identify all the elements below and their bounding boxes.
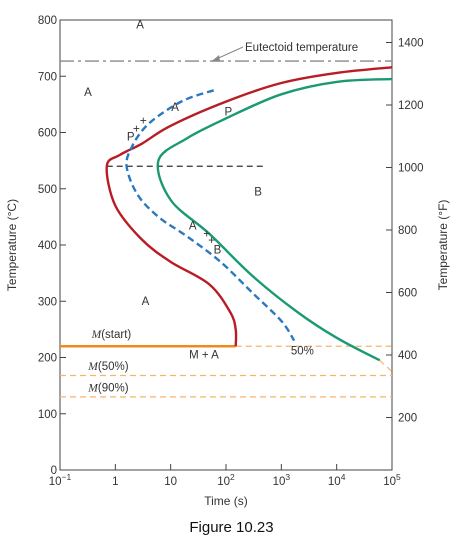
x-tick-base: 10 xyxy=(273,476,286,488)
y-tick-label: 0 xyxy=(51,465,57,477)
y-tick-label: 300 xyxy=(38,296,57,308)
y-tick-label: 200 xyxy=(38,353,57,365)
x-tick-exponent: 5 xyxy=(396,472,401,482)
x-tick-exponent: 2 xyxy=(230,472,235,482)
y-tick-label: 800 xyxy=(38,15,57,27)
eutectoid-arrow: Eutectoid temperature xyxy=(211,42,358,62)
y-right-tick-label: 800 xyxy=(398,225,417,237)
x-tick-base: 1 xyxy=(112,476,118,488)
x-tick-base: 10 xyxy=(328,476,341,488)
y-right-tick-label: 600 xyxy=(398,288,417,300)
region-label-m: M xyxy=(91,329,103,341)
region-label: A xyxy=(136,19,144,31)
x-tick-label: 105 xyxy=(383,472,401,488)
y-tick-label: 500 xyxy=(38,184,57,196)
region-label: + xyxy=(208,233,215,247)
figure-caption: Figure 10.23 xyxy=(189,519,274,536)
x-tick-exponent: 4 xyxy=(341,472,346,482)
x-tick-label: 102 xyxy=(217,472,235,488)
region-label-m: M xyxy=(87,382,99,394)
series-finish-line xyxy=(156,77,393,362)
y-tick-label: 700 xyxy=(38,71,57,83)
y-right-tick-label: 1000 xyxy=(398,163,424,175)
x-tick-label: 103 xyxy=(273,472,291,488)
region-label: M(90%) xyxy=(87,382,128,394)
series-50-percent-line xyxy=(125,89,296,342)
y-tick-label: 600 xyxy=(38,128,57,140)
region-label: + xyxy=(203,227,210,241)
region-label: + xyxy=(140,114,147,128)
region-label: A xyxy=(84,87,92,99)
x-tick-exponent: −1 xyxy=(62,472,72,482)
x-tick-label: 104 xyxy=(328,472,346,488)
y-right-tick-label: 1400 xyxy=(398,38,424,50)
x-tick-base: 10 xyxy=(217,476,230,488)
series-finish-extension-line xyxy=(379,359,393,373)
x-tick-base: 10 xyxy=(164,476,177,488)
region-label-rest: (50%) xyxy=(98,361,129,373)
y-right-axis-label: Temperature (°F) xyxy=(436,200,450,291)
series-start-line xyxy=(105,66,393,347)
region-label: P xyxy=(127,131,135,143)
y-right-tick-label: 400 xyxy=(398,350,417,362)
region-label: A xyxy=(171,102,179,114)
region-label-rest: (90%) xyxy=(98,382,129,394)
x-tick-exponent: 3 xyxy=(285,472,290,482)
region-label-rest: (start) xyxy=(101,329,131,341)
plot-frame xyxy=(59,19,393,471)
eutectoid-arrowhead xyxy=(212,55,220,61)
region-label-m: M xyxy=(87,361,99,373)
region-label: A xyxy=(142,296,150,308)
ttt-diagram: 0 100 200 300 400 500 600 700 800 200 400 600 800 100… xyxy=(5,15,450,508)
region-label: + xyxy=(133,122,140,136)
x-tick-label: 10−1 xyxy=(49,472,72,488)
region-label: A xyxy=(189,220,197,232)
y-tick-label: 100 xyxy=(38,409,57,421)
x-tick-base: 10 xyxy=(49,476,62,488)
x-tick-label: 10 xyxy=(164,476,177,488)
region-label: 50% xyxy=(291,346,314,358)
x-axis-label: Time (s) xyxy=(204,494,248,508)
region-label: B xyxy=(214,244,222,256)
y-axis-label: Temperature (°C) xyxy=(5,199,19,291)
eutectoid-label: Eutectoid temperature xyxy=(245,42,358,54)
region-label: M + A xyxy=(189,350,219,362)
region-label: M(start) xyxy=(91,329,132,341)
region-label: B xyxy=(254,187,262,199)
y-tick-label: 400 xyxy=(38,240,57,252)
y-right-tick-label: 200 xyxy=(398,413,417,425)
x-tick-base: 10 xyxy=(383,476,396,488)
x-tick-label: 1 xyxy=(112,476,118,488)
y-right-tick-label: 1200 xyxy=(398,100,424,112)
region-label: P xyxy=(224,107,232,119)
region-label: M(50%) xyxy=(87,361,128,373)
